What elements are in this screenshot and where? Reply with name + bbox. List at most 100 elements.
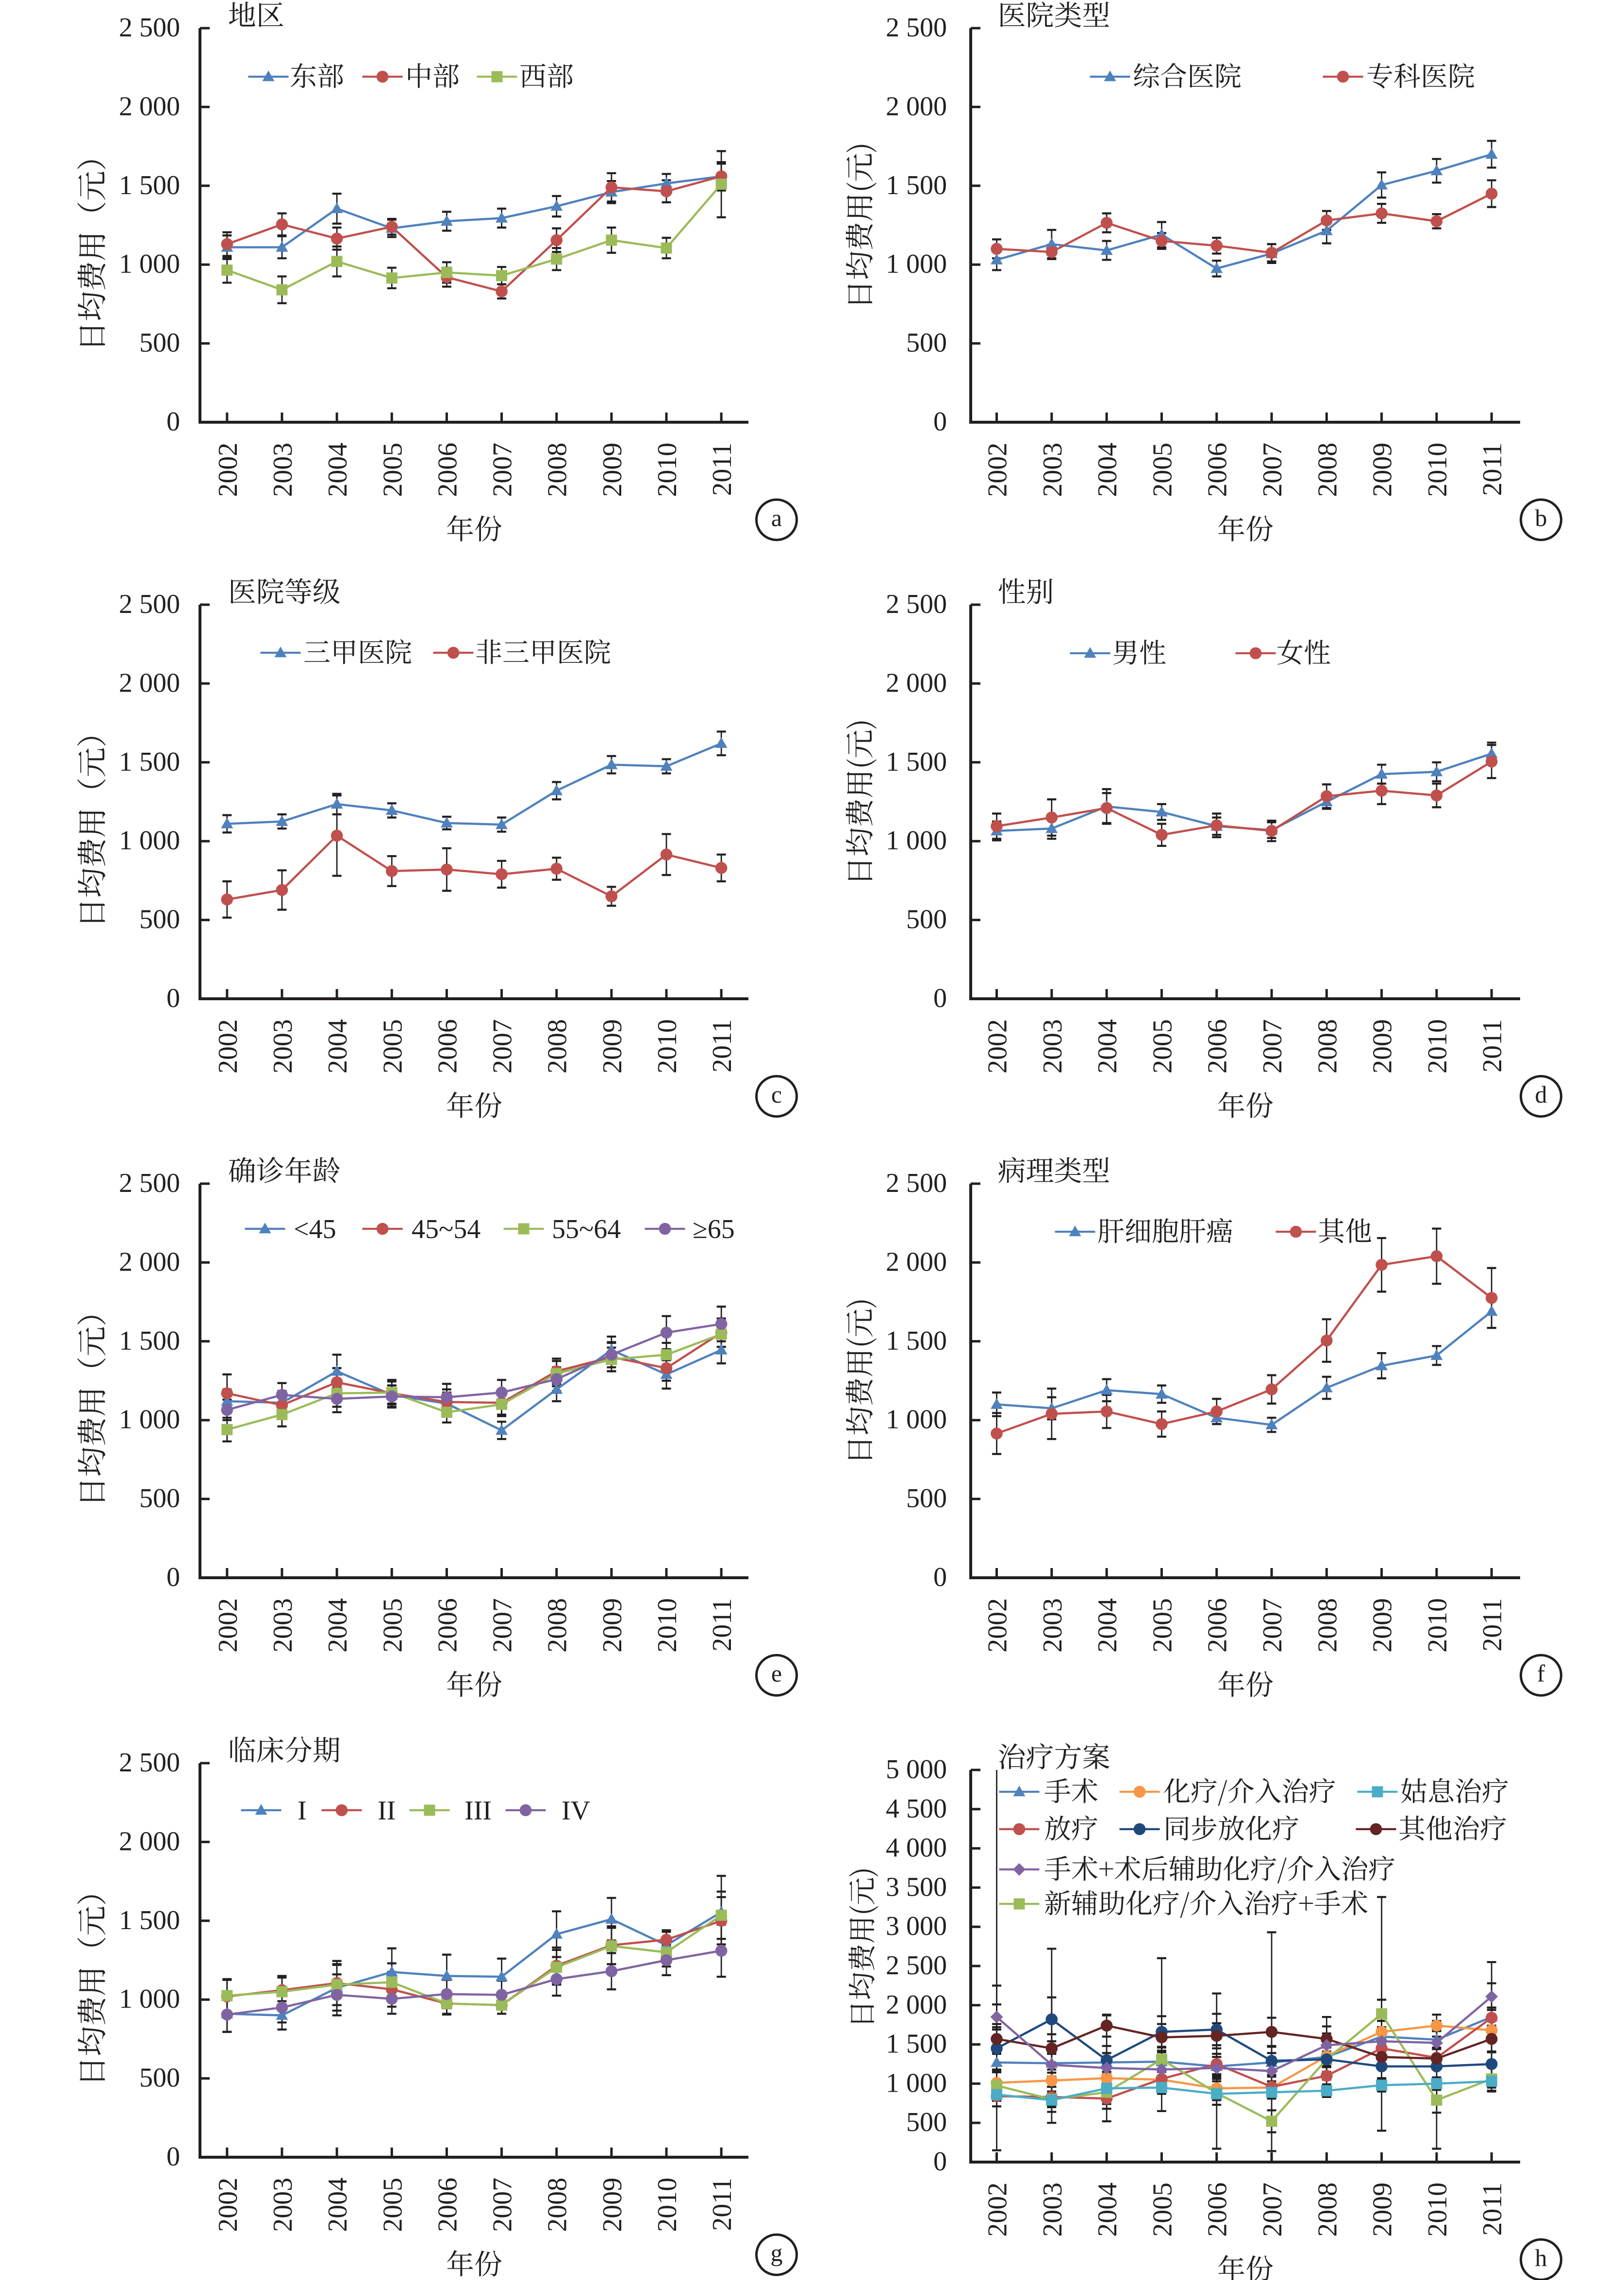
svg-text:5 000: 5 000 [886,1754,947,1784]
svg-text:2008: 2008 [1312,2182,1342,2237]
svg-text:2009: 2009 [597,443,628,497]
svg-text:2008: 2008 [543,443,573,497]
svg-text:1 500: 1 500 [119,1905,180,1935]
svg-text:2002: 2002 [983,443,1013,497]
svg-text:2011: 2011 [1477,1019,1508,1073]
svg-text:1 000: 1 000 [886,2068,947,2098]
svg-text:2003: 2003 [1038,2182,1068,2237]
svg-text:2 000: 2 000 [119,1247,180,1277]
svg-text:2009: 2009 [597,1598,628,1652]
svg-text:0: 0 [166,2142,180,2172]
svg-text:0: 0 [933,407,947,437]
svg-text:0: 0 [933,2147,947,2177]
svg-text:2005: 2005 [1147,1598,1177,1652]
svg-text:2009: 2009 [1368,2182,1398,2237]
svg-text:2003: 2003 [1038,1019,1068,1074]
svg-text:2004: 2004 [1093,443,1123,497]
svg-text:2006: 2006 [1203,2182,1233,2237]
svg-text:2004: 2004 [323,1019,353,1074]
svg-text:2008: 2008 [543,1598,573,1652]
svg-text:2 000: 2 000 [119,668,180,698]
svg-text:1 500: 1 500 [119,747,180,777]
svg-text:0: 0 [933,983,947,1013]
svg-text:2004: 2004 [1093,1019,1123,1074]
svg-text:1 500: 1 500 [886,1326,947,1356]
svg-text:2004: 2004 [1093,2182,1123,2237]
svg-text:1 000: 1 000 [886,249,947,279]
svg-text:0: 0 [933,1562,947,1592]
svg-text:2008: 2008 [1312,1598,1342,1652]
svg-text:d: d [1535,1081,1547,1108]
svg-text:2005: 2005 [1147,2182,1177,2237]
svg-text:2 500: 2 500 [886,13,947,43]
svg-text:1 000: 1 000 [886,1404,947,1435]
svg-text:2009: 2009 [597,2178,628,2232]
svg-text:2010: 2010 [652,443,682,497]
svg-text:2011: 2011 [1477,2182,1508,2236]
svg-text:1 000: 1 000 [119,1404,180,1435]
svg-text:2006: 2006 [1203,1598,1233,1652]
svg-text:2 000: 2 000 [886,668,947,698]
svg-text:2011: 2011 [707,1019,737,1073]
svg-text:2007: 2007 [1258,2182,1288,2237]
svg-text:≥65: ≥65 [693,1214,735,1244]
svg-text:2006: 2006 [432,1598,463,1652]
svg-text:2007: 2007 [488,2178,518,2232]
svg-text:2008: 2008 [543,2178,573,2232]
svg-text:2007: 2007 [1258,1019,1288,1074]
svg-text:2007: 2007 [488,1598,518,1652]
svg-text:e: e [771,1660,782,1687]
svg-text:2011: 2011 [707,2178,737,2231]
svg-text:1 500: 1 500 [119,170,180,200]
svg-text:III: III [464,1796,492,1826]
svg-text:h: h [1535,2244,1547,2271]
svg-text:2004: 2004 [323,443,353,497]
svg-text:2002: 2002 [213,2178,243,2232]
svg-text:2008: 2008 [543,1019,573,1074]
svg-text:2006: 2006 [432,1019,463,1074]
svg-text:4 500: 4 500 [886,1794,947,1824]
svg-text:500: 500 [139,1484,180,1514]
svg-text:1 500: 1 500 [886,2029,947,2059]
svg-text:2010: 2010 [1423,2182,1453,2237]
svg-text:2 500: 2 500 [119,589,180,619]
svg-text:2003: 2003 [268,1598,298,1652]
svg-text:500: 500 [139,328,180,358]
svg-text:2004: 2004 [323,1598,353,1652]
svg-text:2002: 2002 [213,443,243,497]
svg-text:2 500: 2 500 [886,589,947,619]
svg-text:2 000: 2 000 [119,1826,180,1856]
svg-text:2010: 2010 [1423,1598,1453,1652]
svg-text:2006: 2006 [1203,1019,1233,1074]
svg-text:2005: 2005 [378,1019,408,1074]
svg-text:2003: 2003 [268,443,298,497]
svg-text:2 000: 2 000 [886,1990,947,2020]
svg-text:500: 500 [906,905,947,935]
svg-text:4 000: 4 000 [886,1833,947,1863]
svg-text:2011: 2011 [1477,1598,1508,1652]
svg-text:2002: 2002 [983,1019,1013,1074]
svg-text:2003: 2003 [268,1019,298,1074]
svg-text:2002: 2002 [983,1598,1013,1652]
svg-text:0: 0 [166,983,180,1013]
svg-text:2 000: 2 000 [119,91,180,121]
svg-text:2009: 2009 [1368,1598,1398,1652]
svg-text:2009: 2009 [597,1019,628,1074]
svg-text:2 500: 2 500 [886,1950,947,1981]
svg-text:2002: 2002 [983,2182,1013,2237]
svg-text:2004: 2004 [1093,1598,1123,1652]
svg-text:2011: 2011 [707,443,737,496]
svg-text:2007: 2007 [1258,443,1288,497]
svg-text:II: II [378,1796,396,1826]
svg-text:c: c [771,1081,782,1108]
svg-text:2007: 2007 [1258,1598,1288,1652]
svg-text:2006: 2006 [432,443,463,497]
svg-text:2011: 2011 [707,1598,737,1652]
svg-text:2005: 2005 [378,443,408,497]
svg-text:2004: 2004 [323,2178,353,2232]
svg-text:2002: 2002 [213,1019,243,1074]
svg-text:2010: 2010 [1423,1019,1453,1074]
svg-text:a: a [771,504,782,531]
svg-text:1 500: 1 500 [886,747,947,777]
svg-text:1 000: 1 000 [119,249,180,279]
